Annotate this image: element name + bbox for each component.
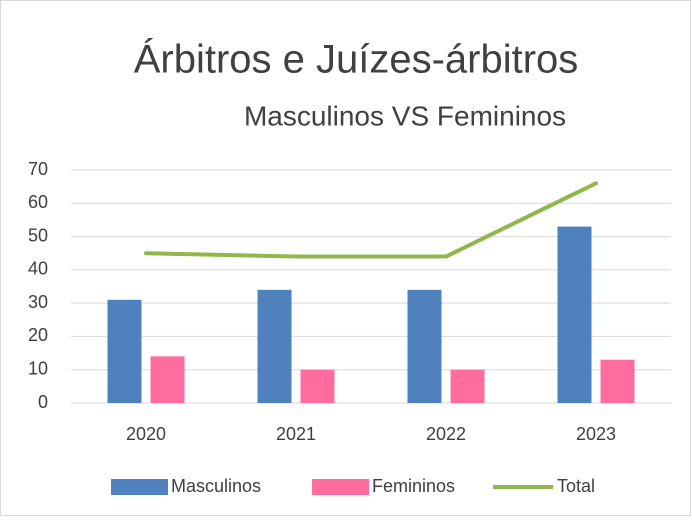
x-tick-label: 2023 bbox=[576, 424, 616, 444]
y-tick-label: 0 bbox=[38, 392, 48, 412]
bar bbox=[257, 289, 292, 403]
legend-swatch bbox=[312, 479, 369, 495]
bar bbox=[407, 289, 442, 403]
y-tick-label: 70 bbox=[28, 159, 48, 179]
y-tick-label: 60 bbox=[28, 192, 48, 212]
x-tick-label: 2021 bbox=[276, 424, 316, 444]
x-tick-label: 2022 bbox=[426, 424, 466, 444]
line bbox=[144, 181, 598, 259]
chart-title: Árbitros e Juízes-árbitros bbox=[134, 37, 579, 82]
y-tick-label: 10 bbox=[28, 358, 48, 378]
bar bbox=[107, 299, 142, 403]
y-tick-label: 50 bbox=[28, 225, 48, 245]
legend-label: Masculinos bbox=[171, 476, 261, 496]
bar bbox=[600, 359, 635, 403]
bar bbox=[450, 369, 485, 403]
x-tick-label: 2020 bbox=[126, 424, 166, 444]
legend-swatch bbox=[111, 479, 168, 495]
legend-label: Femininos bbox=[372, 476, 455, 496]
bar bbox=[150, 356, 185, 403]
y-tick-label: 20 bbox=[28, 325, 48, 345]
bar bbox=[557, 226, 592, 403]
legend-label: Total bbox=[557, 476, 595, 496]
bar bbox=[300, 369, 335, 403]
chart-subtitle: Masculinos VS Femininos bbox=[244, 100, 566, 131]
y-tick-label: 30 bbox=[28, 292, 48, 312]
y-tick-label: 40 bbox=[28, 259, 48, 279]
